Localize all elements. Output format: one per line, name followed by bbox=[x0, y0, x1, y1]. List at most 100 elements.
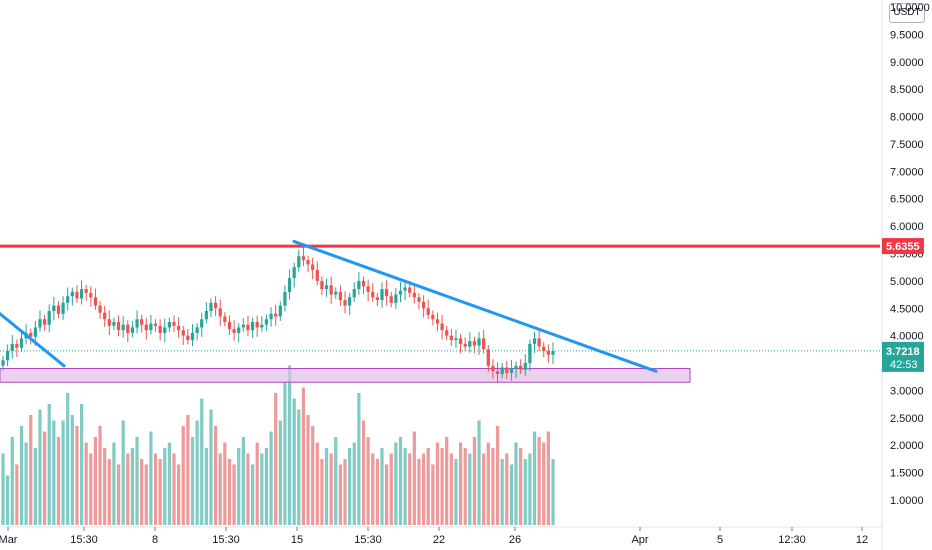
volume-bar bbox=[121, 420, 125, 525]
candle-body bbox=[255, 321, 259, 328]
candle-body bbox=[15, 343, 19, 348]
volume-bar bbox=[269, 431, 273, 525]
volume-bar bbox=[200, 398, 204, 525]
candle-body bbox=[52, 305, 56, 312]
left-trendline[interactable] bbox=[0, 312, 66, 368]
volume-bar bbox=[528, 453, 532, 525]
volume-bar bbox=[177, 464, 181, 525]
candle-body bbox=[107, 319, 111, 326]
volume-bar bbox=[190, 437, 195, 525]
volume-bar bbox=[153, 453, 158, 525]
volume-bar bbox=[1, 453, 5, 525]
volume-bar bbox=[264, 448, 269, 525]
volume-bar bbox=[61, 420, 65, 525]
volume-bar bbox=[126, 453, 130, 525]
candle-body bbox=[412, 292, 416, 298]
candle-body bbox=[246, 324, 250, 331]
time-tick-label: Mar bbox=[0, 534, 18, 546]
price-tick-label: 9.5000 bbox=[890, 29, 924, 41]
price-axis[interactable]: 1.00001.50002.00002.50003.00003.50004.00… bbox=[881, 0, 930, 550]
candle-body bbox=[463, 343, 467, 347]
candle-body bbox=[190, 332, 195, 341]
volume-bar bbox=[209, 409, 213, 525]
candle-body bbox=[500, 367, 504, 375]
candle-body bbox=[435, 319, 440, 324]
volume-bar bbox=[6, 475, 10, 525]
volume-bar bbox=[140, 459, 144, 525]
time-axis[interactable]: Mar 15:30 8 15:30 15 15:30 22 26 Apr 5 12:30 12 bbox=[0, 526, 882, 546]
candle-body bbox=[477, 338, 481, 346]
candle-body bbox=[66, 296, 70, 303]
candle-body bbox=[29, 332, 33, 337]
support-zone[interactable] bbox=[0, 368, 691, 383]
candle-body bbox=[292, 267, 296, 279]
volume-bar bbox=[287, 365, 292, 525]
candle-body bbox=[324, 285, 329, 290]
volume-bar bbox=[352, 442, 356, 525]
volume-bar bbox=[551, 459, 555, 525]
candle-body bbox=[264, 319, 269, 325]
volume-bar bbox=[167, 442, 172, 525]
volume-bar bbox=[47, 404, 51, 525]
candle-body bbox=[56, 305, 61, 314]
volume-bar bbox=[135, 437, 139, 525]
price-tick-label: 8.0000 bbox=[890, 112, 924, 124]
candle-body bbox=[449, 335, 453, 341]
descending-trendline[interactable] bbox=[292, 239, 658, 373]
candle-body bbox=[227, 321, 232, 330]
candle-body bbox=[384, 289, 389, 297]
candle-body bbox=[468, 341, 472, 347]
volume-bar bbox=[260, 453, 264, 525]
currency-badge[interactable]: USDT bbox=[889, 3, 925, 23]
candle-body bbox=[311, 264, 315, 270]
volume-bar bbox=[371, 453, 375, 525]
price-tick-label: 7.5000 bbox=[890, 139, 924, 151]
volume-bar bbox=[144, 464, 148, 525]
volume-bar bbox=[66, 393, 70, 525]
volume-bar bbox=[394, 442, 398, 525]
candle-body bbox=[537, 338, 541, 347]
volume-bar bbox=[149, 431, 153, 525]
candle-body bbox=[320, 280, 324, 290]
volume-bar bbox=[33, 448, 37, 525]
volume-bar bbox=[454, 459, 458, 525]
candle-body bbox=[542, 346, 546, 352]
volume-bar bbox=[232, 464, 236, 525]
volume-bar bbox=[297, 409, 301, 525]
volume-bar bbox=[329, 453, 333, 525]
candle-body bbox=[6, 351, 10, 361]
price-tick-label: 4.5000 bbox=[890, 303, 924, 315]
time-tick-label: 12:30 bbox=[778, 534, 806, 546]
candle-body bbox=[195, 327, 199, 333]
volume-bar bbox=[445, 437, 449, 525]
volume-bar bbox=[412, 431, 416, 525]
volume-bar bbox=[306, 415, 310, 525]
candle-body bbox=[186, 335, 190, 341]
candle-body bbox=[89, 292, 93, 298]
candle-body bbox=[445, 330, 449, 336]
volume-bar bbox=[186, 415, 190, 525]
volume-bar bbox=[334, 437, 338, 525]
candle-body bbox=[546, 351, 550, 355]
volume-bar bbox=[315, 442, 319, 525]
candle-body bbox=[144, 324, 148, 331]
candle-body bbox=[42, 319, 47, 325]
volume-bar bbox=[213, 426, 218, 525]
resistance-price-tag bbox=[882, 238, 924, 255]
candle-body bbox=[126, 324, 130, 333]
volume-bar bbox=[218, 453, 222, 525]
volume-bar bbox=[223, 442, 227, 525]
price-tick-label: 9.0000 bbox=[890, 57, 924, 69]
candle-body bbox=[380, 289, 384, 301]
drawings[interactable] bbox=[0, 239, 880, 373]
volume-bar bbox=[204, 448, 208, 525]
candle-body bbox=[421, 301, 426, 309]
volume-bar bbox=[98, 426, 102, 525]
candle-body bbox=[223, 316, 227, 322]
price-tick-label: 6.0000 bbox=[890, 221, 924, 233]
candle-body bbox=[70, 291, 74, 297]
support-zone-layer[interactable] bbox=[0, 368, 691, 383]
candle-body bbox=[352, 289, 356, 298]
volume-bar bbox=[519, 448, 523, 525]
